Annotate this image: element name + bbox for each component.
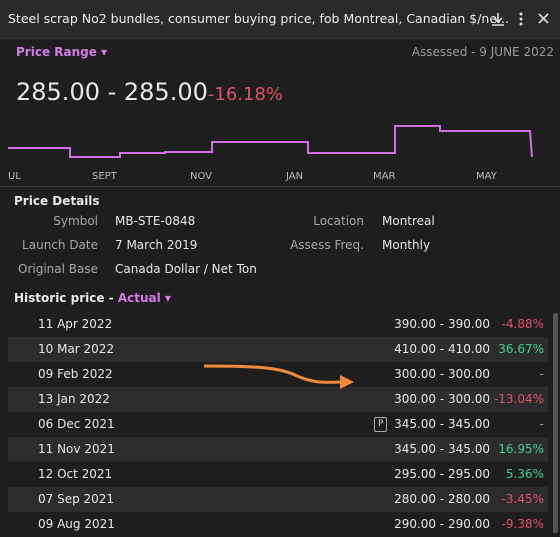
history-row: 12 Oct 2021 295.00 - 295.00 5.36% [8, 462, 548, 487]
row-price: 345.00 - 345.00 [394, 417, 490, 431]
row-date: 11 Apr 2022 [38, 317, 113, 331]
row-date: 06 Dec 2021 [38, 417, 115, 431]
timeline-label: SEPT [92, 171, 117, 182]
timeline-label: MAR [373, 171, 396, 182]
detail-value: Monthly [382, 238, 431, 252]
history-row: 10 Mar 2022 410.00 - 410.00 36.67% [8, 337, 548, 362]
history-row: 11 Apr 2022 390.00 - 390.00 -4.88% [8, 312, 548, 337]
historic-title: Historic price - Actual ▾ [14, 291, 171, 305]
row-change: -13.04% [493, 392, 544, 406]
timeline-label: NOV [190, 171, 213, 182]
row-change: -9.38% [501, 517, 544, 531]
price-headline: 285.00 - 285.00-16.18% [16, 78, 283, 106]
detail-label: Original Base [18, 262, 98, 276]
timeline-label: JAN [286, 171, 304, 182]
row-change: 16.95% [498, 442, 544, 456]
row-price: 410.00 - 410.00 [394, 342, 490, 356]
annotation-arrow [203, 364, 354, 389]
detail-label: Assess Freq. [290, 238, 364, 252]
detail-value: Montreal [382, 214, 435, 228]
detail-value: 7 March 2019 [115, 238, 198, 252]
detail-value: MB-STE-0848 [115, 214, 196, 228]
row-price: 300.00 - 300.00 [394, 367, 490, 381]
history-row: 07 Sep 2021 280.00 - 280.00 -3.45% [8, 487, 548, 512]
detail-label: Symbol [53, 214, 98, 228]
row-date: 13 Jan 2022 [38, 392, 110, 406]
row-price: 345.00 - 345.00 [394, 442, 490, 456]
row-price: 280.00 - 280.00 [394, 492, 490, 506]
history-row: 06 Dec 2021 345.00 - 345.00 - P [8, 412, 548, 437]
row-price: 390.00 - 390.00 [394, 317, 490, 331]
row-date: 10 Mar 2022 [38, 342, 115, 356]
price-range-dropdown[interactable]: Price Range ▾ [16, 45, 108, 59]
row-date: 09 Aug 2021 [38, 517, 115, 531]
mode-text: Actual [117, 291, 161, 305]
row-change: -3.45% [501, 492, 544, 506]
price-range: 285.00 - 285.00 [16, 78, 208, 106]
history-row: 13 Jan 2022 300.00 - 300.00 -13.04% [8, 387, 548, 412]
row-date: 11 Nov 2021 [38, 442, 115, 456]
title-icons[interactable] [490, 10, 556, 30]
timeline-label: UL [8, 171, 21, 182]
scrollbar[interactable] [553, 313, 558, 533]
historic-label: Historic price - [14, 291, 118, 305]
row-date: 07 Sep 2021 [38, 492, 115, 506]
history-row: 09 Aug 2021 290.00 - 290.00 -9.38% [8, 512, 548, 537]
row-price: 300.00 - 300.00 [394, 392, 490, 406]
price-change: -16.18% [207, 84, 284, 105]
row-change: 5.36% [505, 467, 544, 481]
title-bar [0, 0, 560, 39]
sparkline [8, 125, 533, 158]
historic-mode[interactable]: Actual ▾ [117, 291, 171, 305]
assessed-date: Assessed - 9 JUNE 2022 [411, 45, 554, 59]
row-change: -4.88% [501, 317, 544, 331]
row-price: 295.00 - 295.00 [394, 467, 490, 481]
row-change: - [539, 367, 544, 381]
badge: P [374, 417, 388, 432]
row-change: - [539, 417, 544, 431]
row-price: 290.00 - 290.00 [394, 517, 490, 531]
row-change: 36.67% [498, 342, 544, 356]
divider [0, 186, 560, 187]
row-date: 09 Feb 2022 [38, 367, 113, 381]
history-row: 11 Nov 2021 345.00 - 345.00 16.95% [8, 437, 548, 462]
price-range-label: Price Range [16, 45, 97, 59]
history-row: 09 Feb 2022 300.00 - 300.00 - [8, 362, 548, 387]
details-title: Price Details [14, 194, 100, 208]
detail-value: Canada Dollar / Net Ton [115, 262, 257, 276]
row-date: 12 Oct 2021 [38, 467, 113, 481]
detail-label: Location [313, 214, 364, 228]
timeline-label: MAY [476, 171, 497, 182]
title: Steel scrap No2 bundles, consumer buying… [8, 11, 509, 26]
detail-label: Launch Date [22, 238, 98, 252]
